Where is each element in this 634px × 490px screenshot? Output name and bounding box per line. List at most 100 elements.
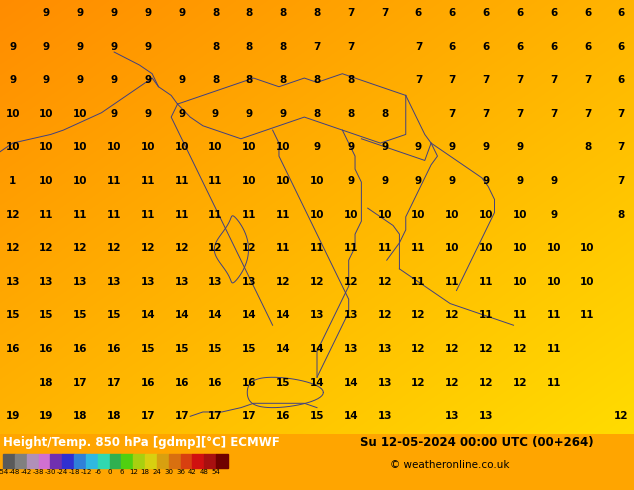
Text: 9: 9: [449, 176, 456, 186]
Text: 8: 8: [280, 42, 287, 51]
Text: 13: 13: [445, 411, 460, 421]
Bar: [39, 454, 50, 468]
Text: 15: 15: [39, 311, 54, 320]
Text: 9: 9: [347, 176, 354, 186]
Text: 17: 17: [242, 411, 257, 421]
Text: 9: 9: [516, 143, 524, 152]
Text: 14: 14: [309, 344, 325, 354]
Text: 13: 13: [141, 277, 155, 287]
Text: 6: 6: [550, 8, 557, 18]
Text: 8: 8: [313, 75, 321, 85]
Text: 10: 10: [445, 243, 460, 253]
Text: 8: 8: [347, 75, 354, 85]
Text: 7: 7: [618, 109, 625, 119]
Text: 11: 11: [141, 210, 155, 220]
Text: Su 12-05-2024 00:00 UTC (00+264): Su 12-05-2024 00:00 UTC (00+264): [360, 436, 593, 449]
Text: 10: 10: [107, 143, 121, 152]
Text: 7: 7: [584, 109, 591, 119]
Text: 6: 6: [584, 42, 591, 51]
Text: 9: 9: [145, 42, 152, 51]
Text: 17: 17: [174, 411, 189, 421]
Text: 13: 13: [6, 277, 20, 287]
Text: 30: 30: [164, 469, 173, 475]
Text: 11: 11: [547, 378, 561, 388]
Text: 6: 6: [449, 8, 456, 18]
Text: 11: 11: [479, 311, 493, 320]
Text: 10: 10: [310, 176, 324, 186]
Text: 12: 12: [6, 243, 20, 253]
Text: 9: 9: [110, 42, 118, 51]
Text: 12: 12: [141, 243, 155, 253]
Text: 7: 7: [381, 8, 388, 18]
Text: 18: 18: [107, 411, 121, 421]
Text: 10: 10: [377, 210, 392, 220]
Bar: [204, 454, 216, 468]
Text: 12: 12: [513, 378, 527, 388]
Text: 54: 54: [212, 469, 221, 475]
Text: 8: 8: [280, 8, 287, 18]
Text: 11: 11: [547, 311, 561, 320]
Text: 8: 8: [246, 42, 253, 51]
Text: © weatheronline.co.uk: © weatheronline.co.uk: [390, 460, 510, 470]
Text: 8: 8: [246, 8, 253, 18]
Text: 48: 48: [200, 469, 209, 475]
Text: 9: 9: [381, 176, 388, 186]
Text: 10: 10: [580, 277, 595, 287]
Bar: [62, 454, 74, 468]
Text: 16: 16: [141, 378, 155, 388]
Text: 10: 10: [174, 143, 189, 152]
Text: 9: 9: [110, 75, 118, 85]
Text: 9: 9: [246, 109, 253, 119]
Text: 12: 12: [445, 311, 460, 320]
Text: 13: 13: [479, 411, 493, 421]
Text: 7: 7: [482, 75, 489, 85]
Text: 7: 7: [550, 109, 557, 119]
Text: 8: 8: [584, 143, 591, 152]
Text: -30: -30: [44, 469, 56, 475]
Text: 8: 8: [246, 75, 253, 85]
Text: 10: 10: [513, 243, 527, 253]
Text: 9: 9: [178, 109, 185, 119]
Text: 10: 10: [73, 176, 87, 186]
Text: 11: 11: [580, 311, 595, 320]
Text: 7: 7: [482, 109, 489, 119]
Bar: [86, 454, 98, 468]
Text: 14: 14: [276, 344, 290, 354]
Text: 9: 9: [381, 143, 388, 152]
Text: 17: 17: [73, 378, 87, 388]
Text: 17: 17: [141, 411, 155, 421]
Text: 9: 9: [178, 8, 185, 18]
Text: 42: 42: [188, 469, 197, 475]
Text: 9: 9: [550, 176, 557, 186]
Text: 1: 1: [9, 176, 16, 186]
Text: 7: 7: [415, 42, 422, 51]
Text: 15: 15: [242, 344, 257, 354]
Text: 10: 10: [73, 143, 87, 152]
Text: 10: 10: [547, 243, 561, 253]
Text: 9: 9: [43, 8, 50, 18]
Text: -24: -24: [56, 469, 68, 475]
Text: 12: 12: [73, 243, 87, 253]
Text: 12: 12: [39, 243, 54, 253]
Text: 8: 8: [212, 8, 219, 18]
Text: 10: 10: [39, 143, 54, 152]
Text: 7: 7: [550, 75, 557, 85]
Text: 11: 11: [174, 210, 189, 220]
Text: 13: 13: [377, 378, 392, 388]
Text: 10: 10: [479, 210, 493, 220]
Text: 14: 14: [208, 311, 223, 320]
Text: 10: 10: [39, 109, 54, 119]
Text: 15: 15: [107, 311, 121, 320]
Text: -6: -6: [94, 469, 101, 475]
Text: 10: 10: [547, 277, 561, 287]
Text: 18: 18: [141, 469, 150, 475]
Text: 15: 15: [6, 311, 20, 320]
Text: 16: 16: [242, 378, 257, 388]
Text: 9: 9: [415, 143, 422, 152]
Bar: [15, 454, 27, 468]
Text: 0: 0: [107, 469, 112, 475]
Bar: [181, 454, 193, 468]
Text: 9: 9: [212, 109, 219, 119]
Text: 9: 9: [449, 143, 456, 152]
Text: -42: -42: [21, 469, 32, 475]
